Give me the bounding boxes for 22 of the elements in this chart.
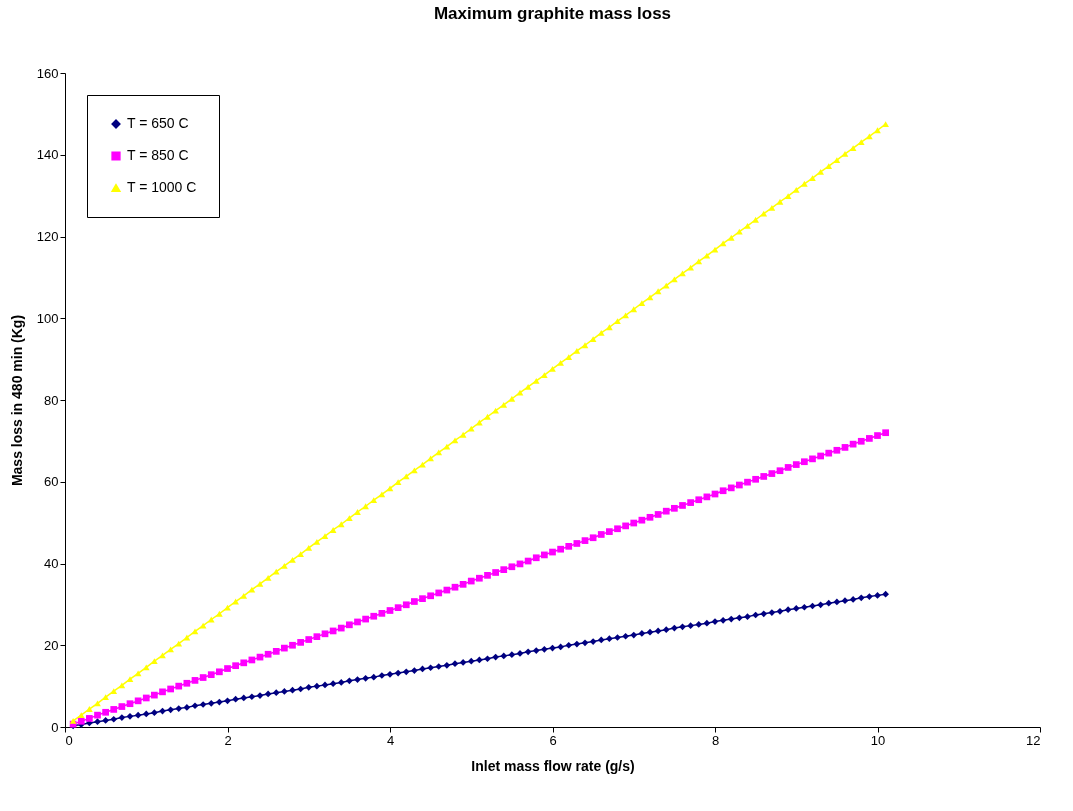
y-tick-label: 40 [44,556,59,571]
y-tick-label: 0 [51,719,59,735]
legend-label: T = 1000 C [127,179,197,195]
x-axis-title: Inlet mass flow rate (g/s) [471,757,635,774]
x-tick-label: 12 [1026,732,1041,748]
y-tick-label: 160 [36,65,59,81]
y-tick-label: 140 [36,147,59,163]
legend-label: T = 650 C [127,115,189,131]
y-tick-label: 20 [44,637,59,653]
y-tick-label: 100 [36,310,59,326]
x-tick-label: 0 [65,732,73,748]
chart-title: Maximum graphite mass loss [433,4,672,23]
y-tick-label: 120 [36,229,59,244]
y-tick-label: 60 [44,474,59,490]
y-tick-label: 80 [44,392,59,408]
x-tick-label: 6 [549,732,557,748]
y-axis-title: Mass loss in 480 min (Kg) [8,314,25,487]
legend-label: T = 850 C [127,147,189,163]
x-tick-label: 2 [224,732,232,748]
x-tick-label: 4 [386,732,395,748]
x-tick-label: 8 [711,732,720,748]
x-tick-label: 10 [870,732,886,748]
